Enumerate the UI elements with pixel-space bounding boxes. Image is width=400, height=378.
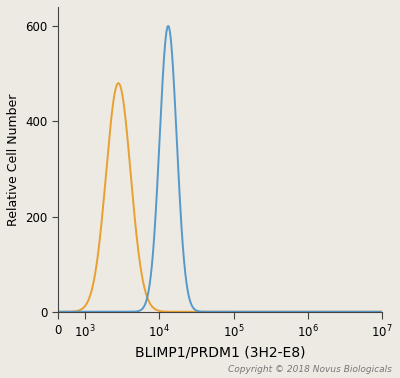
Y-axis label: Relative Cell Number: Relative Cell Number	[7, 93, 20, 226]
X-axis label: BLIMP1/PRDM1 (3H2-E8): BLIMP1/PRDM1 (3H2-E8)	[135, 346, 306, 360]
Text: Copyright © 2018 Novus Biologicals: Copyright © 2018 Novus Biologicals	[228, 365, 392, 374]
